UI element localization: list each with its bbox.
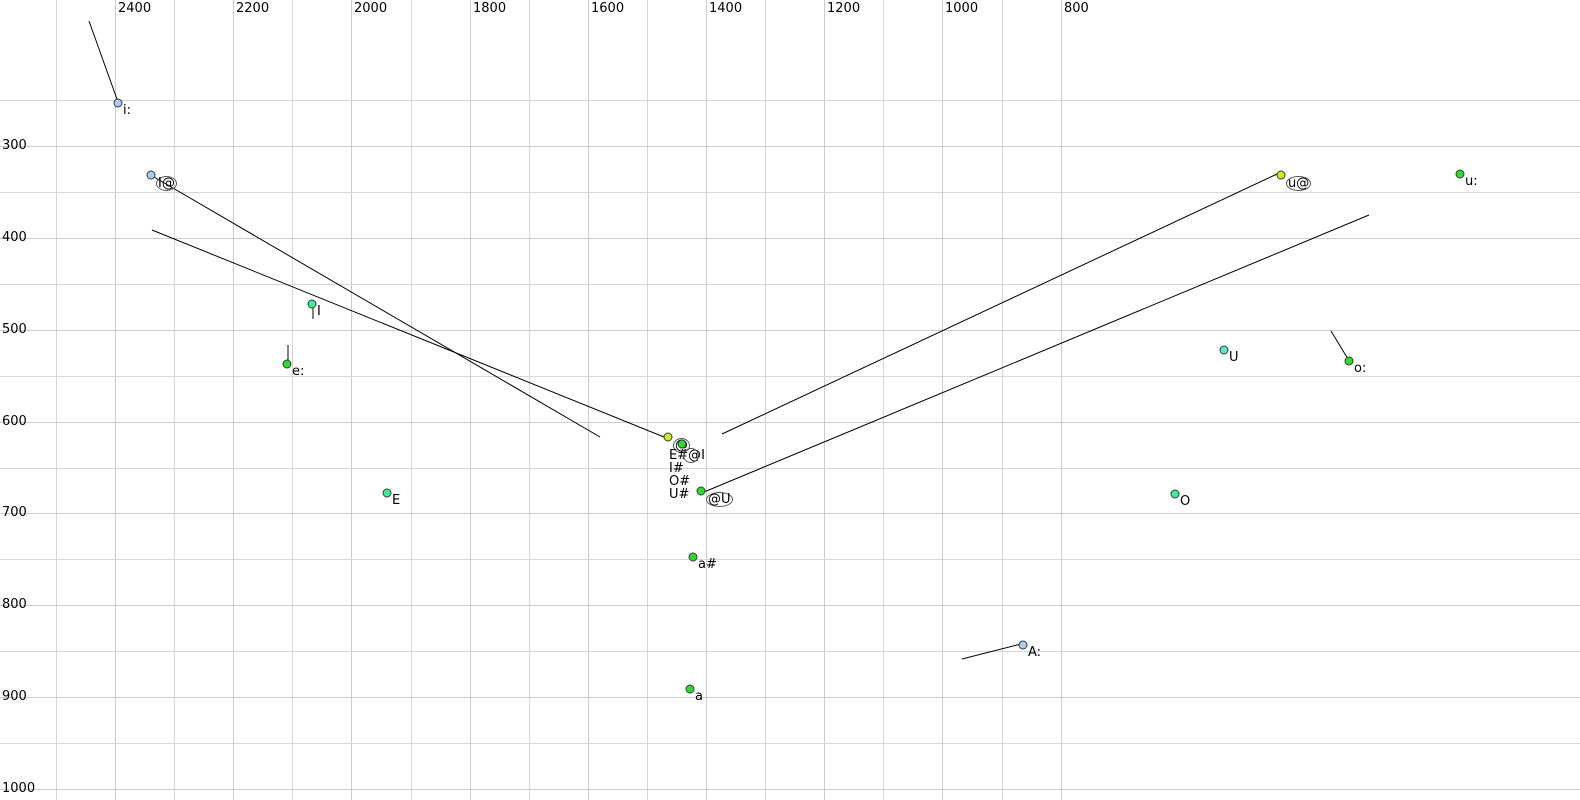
vowel-label-stacked-1[interactable]: I# xyxy=(669,461,684,476)
vowel-point-i_[interactable] xyxy=(113,98,123,108)
x-axis-tick-label: 1200 xyxy=(827,1,861,16)
vowel-label-e_[interactable]: e: xyxy=(292,364,305,379)
y-axis-tick-label: 800 xyxy=(2,597,27,612)
gridline-vertical xyxy=(56,0,57,800)
vowel-label-o_[interactable]: o: xyxy=(1354,361,1367,376)
vowel-point-cluster[interactable] xyxy=(677,439,687,449)
y-axis-tick-label: 600 xyxy=(2,414,27,429)
vowel-label-a[interactable]: a xyxy=(695,689,703,704)
y-axis-tick-label: 700 xyxy=(2,505,27,520)
vowel-label-I[interactable]: I xyxy=(317,304,321,319)
gridline-horizontal xyxy=(0,513,1580,514)
vowel-point-a_[interactable] xyxy=(688,552,698,562)
y-axis-tick-label: 1000 xyxy=(2,781,36,796)
vowel-point-I_[interactable] xyxy=(146,170,156,180)
vowel-point-o_[interactable] xyxy=(1344,356,1354,366)
vowel-point-a[interactable] xyxy=(685,684,695,694)
gridline-horizontal xyxy=(0,559,1580,560)
gridline-horizontal xyxy=(0,789,1580,790)
gridline-horizontal xyxy=(0,146,1580,147)
vowel-point-_U[interactable] xyxy=(696,486,706,496)
x-axis-tick-label: 1800 xyxy=(473,1,507,16)
vowel-point-I[interactable] xyxy=(307,299,317,309)
vowel-label-u_[interactable]: u: xyxy=(1465,174,1478,189)
vowel-point-_[interactable] xyxy=(663,432,673,442)
gridline-horizontal xyxy=(0,100,1580,101)
x-axis-tick-label: 800 xyxy=(1064,1,1089,16)
vowel-point-U[interactable] xyxy=(1219,345,1229,355)
vowel-label-a_[interactable]: a# xyxy=(698,557,717,572)
y-axis-tick-label: 300 xyxy=(2,138,27,153)
vowel-label-u_[interactable]: u@ xyxy=(1286,176,1312,191)
gridline-vertical xyxy=(115,0,116,800)
vowel-label-i_[interactable]: i: xyxy=(123,103,131,118)
vowel-point-u_[interactable] xyxy=(1276,170,1286,180)
vowel-label-E[interactable]: E xyxy=(392,493,401,508)
vowel-point-E[interactable] xyxy=(382,488,392,498)
vowel-label-stacked-3[interactable]: U# xyxy=(669,487,690,502)
vowel-label-_U[interactable]: @U xyxy=(706,492,733,507)
x-axis-tick-label: 2200 xyxy=(236,1,270,16)
vowel-label-O[interactable]: O xyxy=(1180,494,1191,509)
x-axis-tick-label: 1600 xyxy=(591,1,625,16)
vowel-label-U[interactable]: U xyxy=(1229,350,1239,365)
x-axis-tick-label: 2000 xyxy=(354,1,388,16)
vowel-point-e_[interactable] xyxy=(282,359,292,369)
vowel-label-ring-at-I xyxy=(683,448,699,463)
gridline-horizontal xyxy=(0,605,1580,606)
gridline-horizontal xyxy=(0,697,1580,698)
x-axis-tick-label: 1000 xyxy=(945,1,979,16)
y-axis-tick-label: 500 xyxy=(2,322,27,337)
vowel-label-stacked-2[interactable]: O# xyxy=(669,474,691,489)
gridline-horizontal xyxy=(0,651,1580,652)
vowel-label-A_[interactable]: A: xyxy=(1028,645,1042,660)
x-axis-tick-label: 1400 xyxy=(709,1,743,16)
vowel-label-I_[interactable]: I@ xyxy=(156,176,177,191)
vowel-point-O[interactable] xyxy=(1170,489,1180,499)
vowel-point-A_[interactable] xyxy=(1018,640,1028,650)
y-axis-tick-label: 400 xyxy=(2,230,27,245)
x-axis-tick-label: 2400 xyxy=(118,1,152,16)
vowel-point-u_[interactable] xyxy=(1455,169,1465,179)
gridline-horizontal xyxy=(0,743,1580,744)
y-axis-tick-label: 900 xyxy=(2,689,27,704)
